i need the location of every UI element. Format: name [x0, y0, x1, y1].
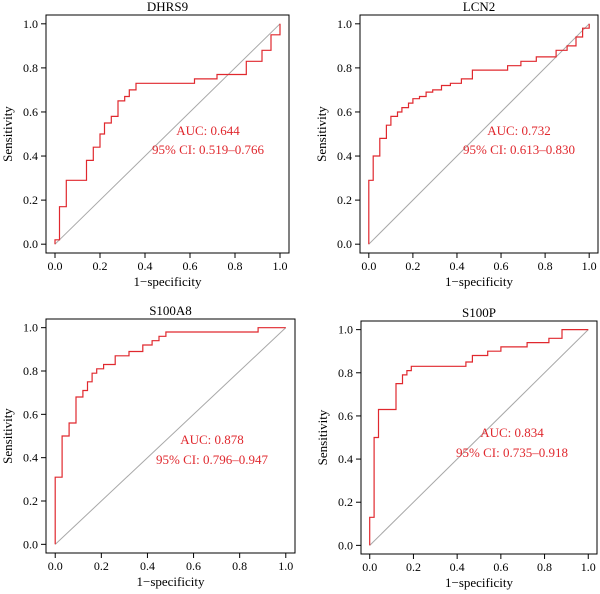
y-axis-label: Sensitivity — [0, 408, 15, 464]
y-tick-label: 0.2 — [23, 193, 38, 207]
y-tick-label: 0.0 — [337, 237, 352, 251]
y-tick-label: 0.8 — [337, 61, 352, 75]
reference-diagonal — [54, 23, 281, 245]
y-tick-label: 0.8 — [23, 61, 38, 75]
y-tick-label: 0.2 — [338, 495, 353, 509]
roc-curve — [54, 23, 281, 245]
y-tick-label: 0.4 — [337, 149, 352, 163]
x-tick-label: 0.2 — [406, 560, 421, 574]
auc-annotation: AUC: 0.644 — [176, 123, 240, 138]
x-tick-label: 0.2 — [405, 259, 420, 273]
x-tick-label: 0.0 — [361, 259, 376, 273]
y-tick-label: 0.8 — [338, 366, 353, 380]
x-axis-label: 1−specificity — [445, 274, 513, 289]
y-tick-label: 0.0 — [23, 537, 38, 551]
x-tick-label: 0.6 — [494, 259, 509, 273]
auc-annotation: AUC: 0.878 — [180, 432, 244, 447]
y-tick-label: 0.8 — [23, 364, 38, 378]
roc-panel-s100a8: 0.0 0.2 0.4 0.6 0.8 1.0 0.0 0.2 0.4 0.6 0.8 1.0 S100… — [0, 303, 296, 589]
y-axis-label: Sensitivity — [314, 106, 329, 162]
plot-frame — [360, 320, 598, 555]
x-axis-label: 1−specificity — [445, 575, 513, 590]
y-tick-label: 0.6 — [337, 105, 352, 119]
reference-diagonal — [368, 23, 590, 245]
chart-title: S100P — [462, 305, 496, 320]
y-tick-label: 0.4 — [23, 149, 38, 163]
x-tick-label: 0.8 — [228, 259, 243, 273]
roc-panel-s100p: 0.0 0.2 0.4 0.6 0.8 1.0 0.0 0.2 0.4 0.6 0.8 1.0 S100… — [315, 305, 598, 590]
roc-curve — [368, 23, 590, 245]
y-tick-label: 1.0 — [23, 321, 38, 335]
roc-panel-lcn2: 0.0 0.2 0.4 0.6 0.8 1.0 0.0 0.2 0.4 0.6 0.8 1.0 LCN2… — [314, 0, 599, 289]
y-axis-label: Sensitivity — [315, 409, 330, 465]
y-tick-label: 1.0 — [337, 17, 352, 31]
y-tick-label: 0.4 — [338, 452, 353, 466]
chart-title: S100A8 — [149, 303, 192, 318]
y-tick-label: 0.6 — [23, 105, 38, 119]
reference-diagonal — [54, 327, 287, 545]
x-tick-label: 0.4 — [449, 259, 464, 273]
y-tick-label: 1.0 — [23, 17, 38, 31]
ci-annotation: 95% CI: 0.796–0.947 — [156, 452, 268, 467]
plot-frame — [45, 318, 296, 554]
x-tick-label: 0.8 — [537, 560, 552, 574]
x-axis-label: 1−specificity — [134, 274, 202, 289]
x-tick-label: 1.0 — [273, 259, 288, 273]
x-tick-label: 0.4 — [138, 259, 153, 273]
x-axis-label: 1−specificity — [137, 574, 205, 589]
x-tick-label: 0.4 — [450, 560, 465, 574]
reference-diagonal — [369, 329, 589, 546]
ci-annotation: 95% CI: 0.519–0.766 — [152, 142, 264, 157]
x-tick-label: 0.2 — [94, 559, 109, 573]
y-tick-label: 0.2 — [23, 494, 38, 508]
chart-title: LCN2 — [463, 0, 496, 14]
x-tick-label: 0.4 — [140, 559, 155, 573]
y-tick-label: 0.4 — [23, 451, 38, 465]
auc-annotation: AUC: 0.834 — [480, 425, 544, 440]
x-tick-label: 1.0 — [581, 560, 596, 574]
y-tick-label: 0.0 — [23, 237, 38, 251]
y-tick-label: 0.6 — [23, 407, 38, 421]
x-tick-label: 0.0 — [48, 559, 63, 573]
chart-title: DHRS9 — [147, 0, 188, 14]
ci-annotation: 95% CI: 0.613–0.830 — [463, 142, 575, 157]
x-tick-label: 0.2 — [93, 259, 108, 273]
x-tick-label: 0.8 — [538, 259, 553, 273]
x-tick-label: 0.6 — [186, 559, 201, 573]
ci-annotation: 95% CI: 0.735–0.918 — [456, 445, 568, 460]
auc-annotation: AUC: 0.732 — [487, 123, 551, 138]
x-tick-label: 0.0 — [362, 560, 377, 574]
roc-curve — [369, 329, 589, 546]
roc-panel-dhrs9: 0.0 0.2 0.4 0.6 0.8 1.0 0.0 0.2 0.4 0.6 0.8 1.0 DHRS… — [0, 0, 290, 289]
x-tick-label: 0.6 — [183, 259, 198, 273]
plot-frame — [45, 14, 290, 254]
y-tick-label: 0.6 — [338, 409, 353, 423]
x-tick-label: 1.0 — [278, 559, 293, 573]
x-tick-label: 0.8 — [232, 559, 247, 573]
y-tick-label: 1.0 — [338, 323, 353, 337]
x-tick-label: 1.0 — [582, 259, 597, 273]
x-tick-label: 0.6 — [493, 560, 508, 574]
y-tick-label: 0.0 — [338, 538, 353, 552]
roc-curve — [54, 327, 286, 545]
y-axis-label: Sensitivity — [0, 106, 15, 162]
y-tick-label: 0.2 — [337, 193, 352, 207]
x-tick-label: 0.0 — [48, 259, 63, 273]
plot-frame — [359, 14, 599, 254]
